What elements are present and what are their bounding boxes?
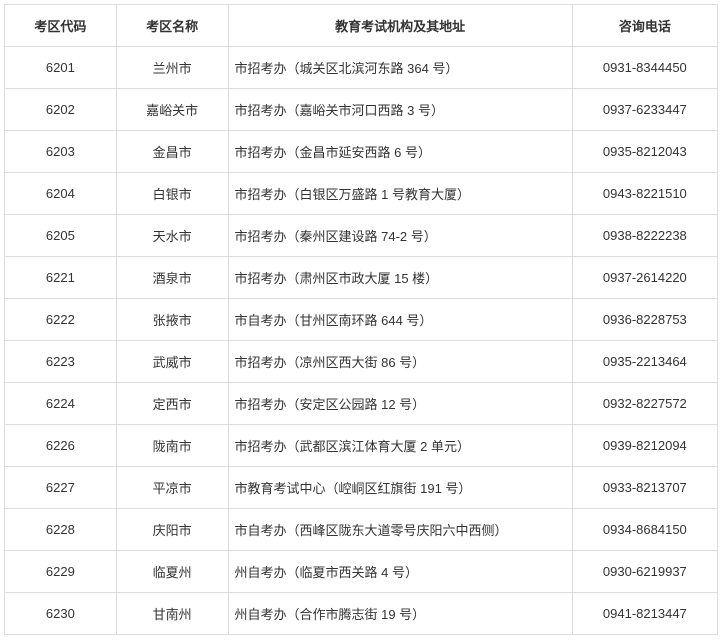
cell-addr: 市招考办（肃州区市政大厦 15 楼） — [228, 257, 572, 299]
table-row: 6223武威市市招考办（凉州区西大街 86 号）0935-2213464 — [5, 341, 718, 383]
cell-name: 白银市 — [116, 173, 228, 215]
cell-addr: 市招考办（城关区北滨河东路 364 号） — [228, 47, 572, 89]
table-row: 6230甘南州州自考办（合作市腾志街 19 号）0941-8213447 — [5, 593, 718, 635]
table-row: 6201兰州市市招考办（城关区北滨河东路 364 号）0931-8344450 — [5, 47, 718, 89]
cell-code: 6224 — [5, 383, 117, 425]
cell-phone: 0935-2213464 — [572, 341, 717, 383]
cell-code: 6204 — [5, 173, 117, 215]
cell-name: 酒泉市 — [116, 257, 228, 299]
cell-phone: 0934-8684150 — [572, 509, 717, 551]
table-row: 6202嘉峪关市市招考办（嘉峪关市河口西路 3 号）0937-6233447 — [5, 89, 718, 131]
cell-addr: 市招考办（安定区公园路 12 号） — [228, 383, 572, 425]
table-row: 6229临夏州州自考办（临夏市西关路 4 号）0930-6219937 — [5, 551, 718, 593]
cell-code: 6227 — [5, 467, 117, 509]
cell-phone: 0937-6233447 — [572, 89, 717, 131]
cell-name: 平凉市 — [116, 467, 228, 509]
exam-district-table: 考区代码 考区名称 教育考试机构及其地址 咨询电话 6201兰州市市招考办（城关… — [4, 4, 718, 635]
table-row: 6226陇南市市招考办（武都区滨江体育大厦 2 单元）0939-8212094 — [5, 425, 718, 467]
cell-phone: 0933-8213707 — [572, 467, 717, 509]
cell-addr: 市招考办（嘉峪关市河口西路 3 号） — [228, 89, 572, 131]
cell-name: 临夏州 — [116, 551, 228, 593]
cell-addr: 市招考办（武都区滨江体育大厦 2 单元） — [228, 425, 572, 467]
cell-phone: 0930-6219937 — [572, 551, 717, 593]
cell-addr: 市自考办（甘州区南环路 644 号） — [228, 299, 572, 341]
cell-phone: 0937-2614220 — [572, 257, 717, 299]
cell-phone: 0939-8212094 — [572, 425, 717, 467]
cell-addr: 市招考办（白银区万盛路 1 号教育大厦） — [228, 173, 572, 215]
cell-name: 兰州市 — [116, 47, 228, 89]
cell-name: 天水市 — [116, 215, 228, 257]
cell-addr: 市招考办（秦州区建设路 74-2 号） — [228, 215, 572, 257]
cell-code: 6222 — [5, 299, 117, 341]
cell-name: 金昌市 — [116, 131, 228, 173]
cell-addr: 州自考办（合作市腾志街 19 号） — [228, 593, 572, 635]
cell-addr: 市招考办（金昌市延安西路 6 号） — [228, 131, 572, 173]
table-row: 6204白银市市招考办（白银区万盛路 1 号教育大厦）0943-8221510 — [5, 173, 718, 215]
table-row: 6205天水市市招考办（秦州区建设路 74-2 号）0938-8222238 — [5, 215, 718, 257]
table-row: 6224定西市市招考办（安定区公园路 12 号）0932-8227572 — [5, 383, 718, 425]
cell-code: 6229 — [5, 551, 117, 593]
cell-name: 庆阳市 — [116, 509, 228, 551]
table-row: 6227平凉市市教育考试中心（崆峒区红旗街 191 号）0933-8213707 — [5, 467, 718, 509]
cell-name: 嘉峪关市 — [116, 89, 228, 131]
cell-phone: 0935-8212043 — [572, 131, 717, 173]
cell-code: 6226 — [5, 425, 117, 467]
table-row: 6221酒泉市市招考办（肃州区市政大厦 15 楼）0937-2614220 — [5, 257, 718, 299]
table-row: 6228庆阳市市自考办（西峰区陇东大道零号庆阳六中西侧）0934-8684150 — [5, 509, 718, 551]
cell-code: 6201 — [5, 47, 117, 89]
cell-addr: 市教育考试中心（崆峒区红旗街 191 号） — [228, 467, 572, 509]
table-body: 6201兰州市市招考办（城关区北滨河东路 364 号）0931-83444506… — [5, 47, 718, 635]
cell-code: 6202 — [5, 89, 117, 131]
header-phone: 咨询电话 — [572, 5, 717, 47]
cell-code: 6221 — [5, 257, 117, 299]
cell-name: 甘南州 — [116, 593, 228, 635]
cell-phone: 0941-8213447 — [572, 593, 717, 635]
header-code: 考区代码 — [5, 5, 117, 47]
cell-name: 张掖市 — [116, 299, 228, 341]
table-row: 6222张掖市市自考办（甘州区南环路 644 号）0936-8228753 — [5, 299, 718, 341]
cell-addr: 州自考办（临夏市西关路 4 号） — [228, 551, 572, 593]
cell-phone: 0943-8221510 — [572, 173, 717, 215]
header-addr: 教育考试机构及其地址 — [228, 5, 572, 47]
cell-phone: 0931-8344450 — [572, 47, 717, 89]
table-header-row: 考区代码 考区名称 教育考试机构及其地址 咨询电话 — [5, 5, 718, 47]
cell-code: 6230 — [5, 593, 117, 635]
cell-code: 6205 — [5, 215, 117, 257]
cell-name: 武威市 — [116, 341, 228, 383]
cell-phone: 0936-8228753 — [572, 299, 717, 341]
header-name: 考区名称 — [116, 5, 228, 47]
table-row: 6203金昌市市招考办（金昌市延安西路 6 号）0935-8212043 — [5, 131, 718, 173]
cell-code: 6223 — [5, 341, 117, 383]
cell-phone: 0938-8222238 — [572, 215, 717, 257]
cell-code: 6228 — [5, 509, 117, 551]
cell-name: 陇南市 — [116, 425, 228, 467]
cell-code: 6203 — [5, 131, 117, 173]
cell-addr: 市招考办（凉州区西大街 86 号） — [228, 341, 572, 383]
cell-addr: 市自考办（西峰区陇东大道零号庆阳六中西侧） — [228, 509, 572, 551]
cell-phone: 0932-8227572 — [572, 383, 717, 425]
cell-name: 定西市 — [116, 383, 228, 425]
